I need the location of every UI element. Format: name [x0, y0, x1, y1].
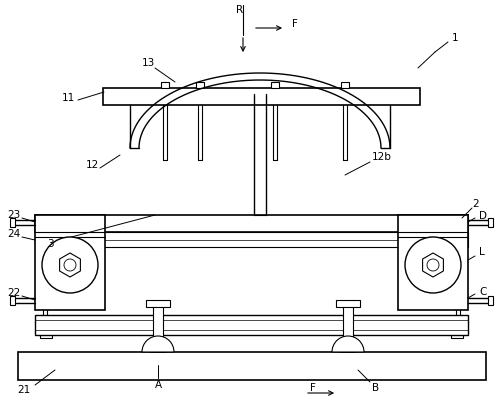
- Text: 1: 1: [452, 33, 458, 43]
- Text: F: F: [292, 19, 298, 29]
- Bar: [18, 352, 486, 380]
- Text: 23: 23: [8, 210, 21, 220]
- Text: 11: 11: [61, 93, 75, 103]
- Circle shape: [427, 259, 439, 271]
- Circle shape: [405, 237, 461, 293]
- Bar: [35, 232, 468, 247]
- Circle shape: [42, 237, 98, 293]
- Text: 21: 21: [17, 385, 31, 395]
- Bar: [35, 315, 468, 335]
- Text: 22: 22: [8, 288, 21, 298]
- Bar: [336, 300, 360, 307]
- Bar: [10, 296, 15, 305]
- Text: 2: 2: [473, 199, 479, 209]
- Polygon shape: [59, 253, 81, 277]
- Wedge shape: [332, 336, 364, 352]
- Text: 13: 13: [142, 58, 155, 68]
- Text: 12b: 12b: [372, 152, 392, 162]
- Text: 24: 24: [8, 229, 21, 239]
- Text: L: L: [479, 247, 485, 257]
- Bar: [488, 296, 493, 305]
- Text: A: A: [154, 380, 162, 390]
- Text: F: F: [310, 383, 316, 393]
- Text: 3: 3: [47, 239, 53, 249]
- Bar: [271, 82, 279, 88]
- Bar: [451, 330, 463, 338]
- Bar: [35, 215, 468, 232]
- Bar: [35, 215, 105, 310]
- Text: 12: 12: [85, 160, 99, 170]
- Text: R: R: [236, 5, 243, 15]
- Circle shape: [64, 259, 76, 271]
- Polygon shape: [423, 253, 444, 277]
- Text: C: C: [479, 287, 486, 297]
- Text: D: D: [479, 211, 487, 221]
- Bar: [398, 215, 468, 310]
- Bar: [343, 305, 353, 340]
- Bar: [488, 218, 493, 227]
- Bar: [146, 300, 170, 307]
- Bar: [10, 218, 15, 227]
- Wedge shape: [142, 336, 174, 352]
- Bar: [161, 82, 169, 88]
- Bar: [103, 88, 420, 105]
- Text: B: B: [372, 383, 380, 393]
- Bar: [341, 82, 349, 88]
- Bar: [153, 305, 163, 340]
- Bar: [40, 330, 52, 338]
- Bar: [196, 82, 204, 88]
